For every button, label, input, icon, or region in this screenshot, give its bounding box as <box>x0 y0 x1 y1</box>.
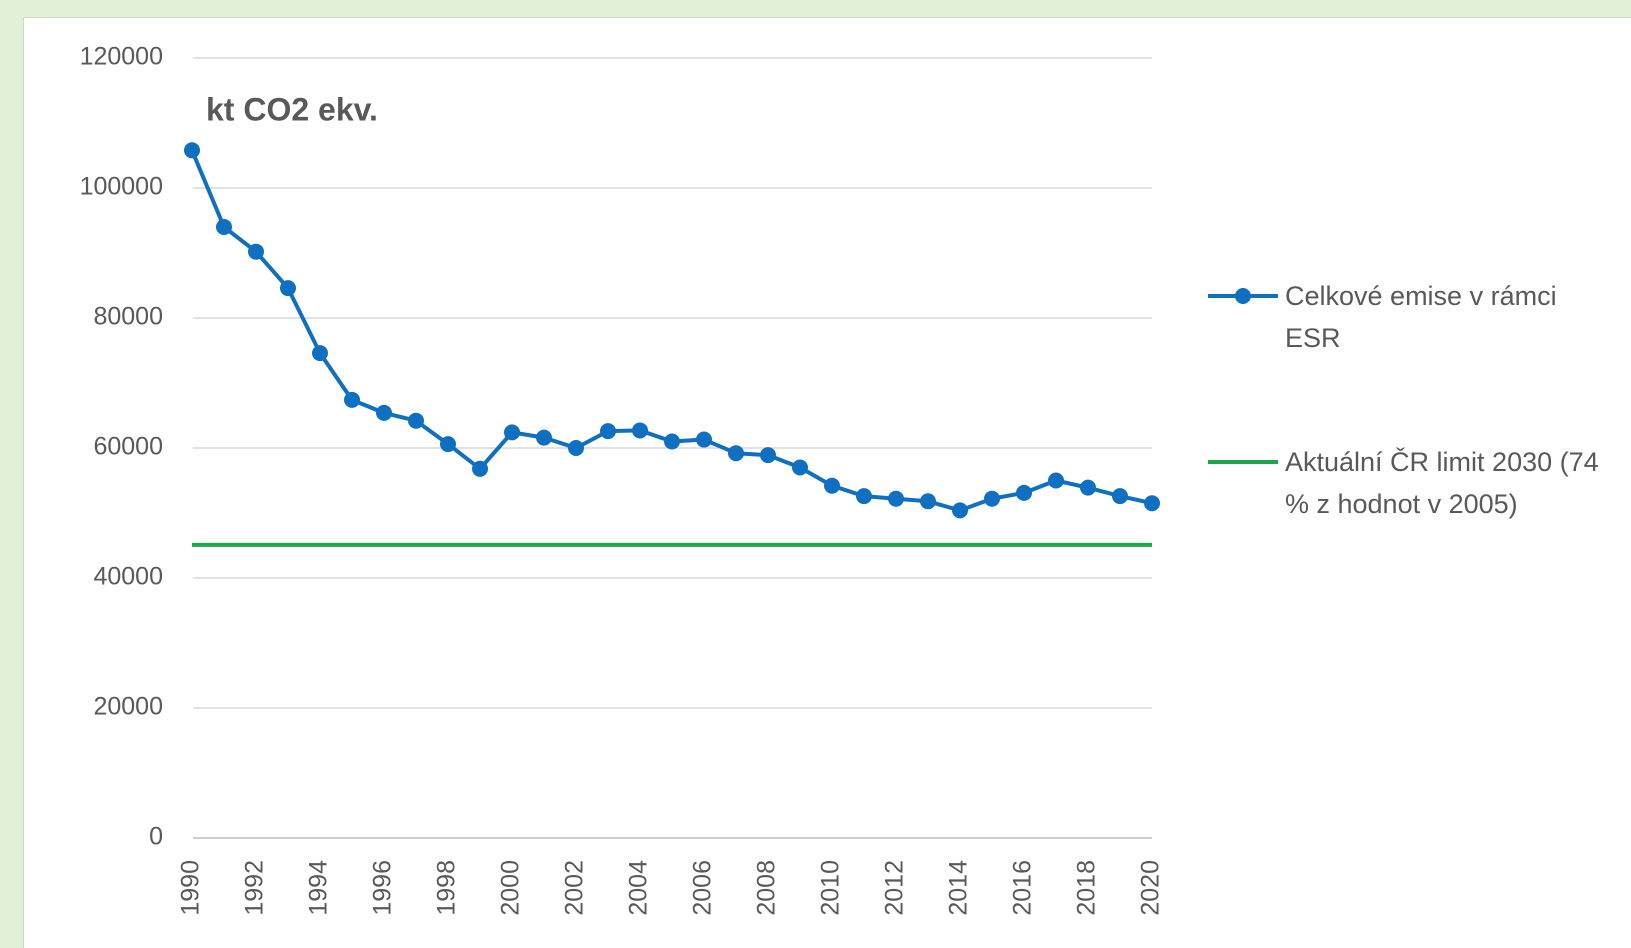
data-point <box>1080 479 1096 496</box>
data-point <box>632 422 648 439</box>
legend-label: Aktuální ČR limit 2030 (74 % z hodnot v … <box>1285 447 1599 519</box>
data-point <box>856 488 872 505</box>
x-tick-label: 1996 <box>369 860 397 916</box>
y-tick-label: 100000 <box>80 173 163 201</box>
data-point <box>312 345 328 362</box>
data-point <box>760 447 776 464</box>
data-point <box>216 219 232 235</box>
data-point <box>568 440 584 456</box>
data-point <box>536 429 552 446</box>
x-tick-label: 2008 <box>753 860 781 916</box>
x-tick-label: 2020 <box>1137 860 1165 916</box>
data-point <box>376 404 392 421</box>
data-point <box>1016 484 1032 501</box>
data-point <box>920 493 936 510</box>
data-point <box>280 280 296 297</box>
chart-title: kt CO2 ekv. <box>206 91 378 127</box>
data-point <box>408 412 424 429</box>
series-line <box>190 149 1153 513</box>
y-tick-label: 40000 <box>93 563 163 591</box>
data-point <box>664 433 680 450</box>
data-point <box>952 502 968 519</box>
data-point <box>888 490 904 507</box>
y-tick-label: 60000 <box>93 433 163 461</box>
y-tick-label: 120000 <box>80 43 163 71</box>
x-tick-label: 1992 <box>241 860 269 916</box>
x-tick-label: 2006 <box>689 860 717 916</box>
data-point <box>248 243 264 260</box>
data-point <box>184 142 200 159</box>
data-point <box>1112 488 1128 505</box>
data-point <box>600 423 616 440</box>
x-tick-label: 2012 <box>881 860 909 916</box>
x-tick-label: 2018 <box>1073 860 1101 916</box>
data-point <box>728 445 744 462</box>
x-tick-label: 1998 <box>433 860 461 916</box>
y-tick-label: 20000 <box>93 693 163 721</box>
x-tick-label: 2010 <box>817 860 845 916</box>
x-tick-label: 1990 <box>177 860 205 916</box>
data-point <box>824 477 840 494</box>
data-point <box>696 431 712 448</box>
legend-marker <box>1235 288 1251 304</box>
legend-label: Celkové emise v rámci ESR <box>1285 281 1557 353</box>
data-point <box>1144 495 1160 512</box>
data-point <box>1048 472 1064 489</box>
data-point <box>440 436 456 453</box>
data-point <box>792 459 808 476</box>
data-point <box>472 460 488 477</box>
x-tick-label: 2014 <box>945 860 973 916</box>
data-point <box>984 490 1000 507</box>
x-tick-label: 2016 <box>1009 860 1037 916</box>
x-tick-label: 2000 <box>497 860 525 916</box>
data-point <box>504 424 520 441</box>
y-tick-label: 0 <box>149 823 163 851</box>
x-tick-label: 2002 <box>561 860 589 916</box>
data-point <box>344 391 360 408</box>
x-tick-label: 2004 <box>625 860 653 916</box>
y-tick-label: 80000 <box>93 303 163 331</box>
x-tick-label: 1994 <box>305 860 333 916</box>
